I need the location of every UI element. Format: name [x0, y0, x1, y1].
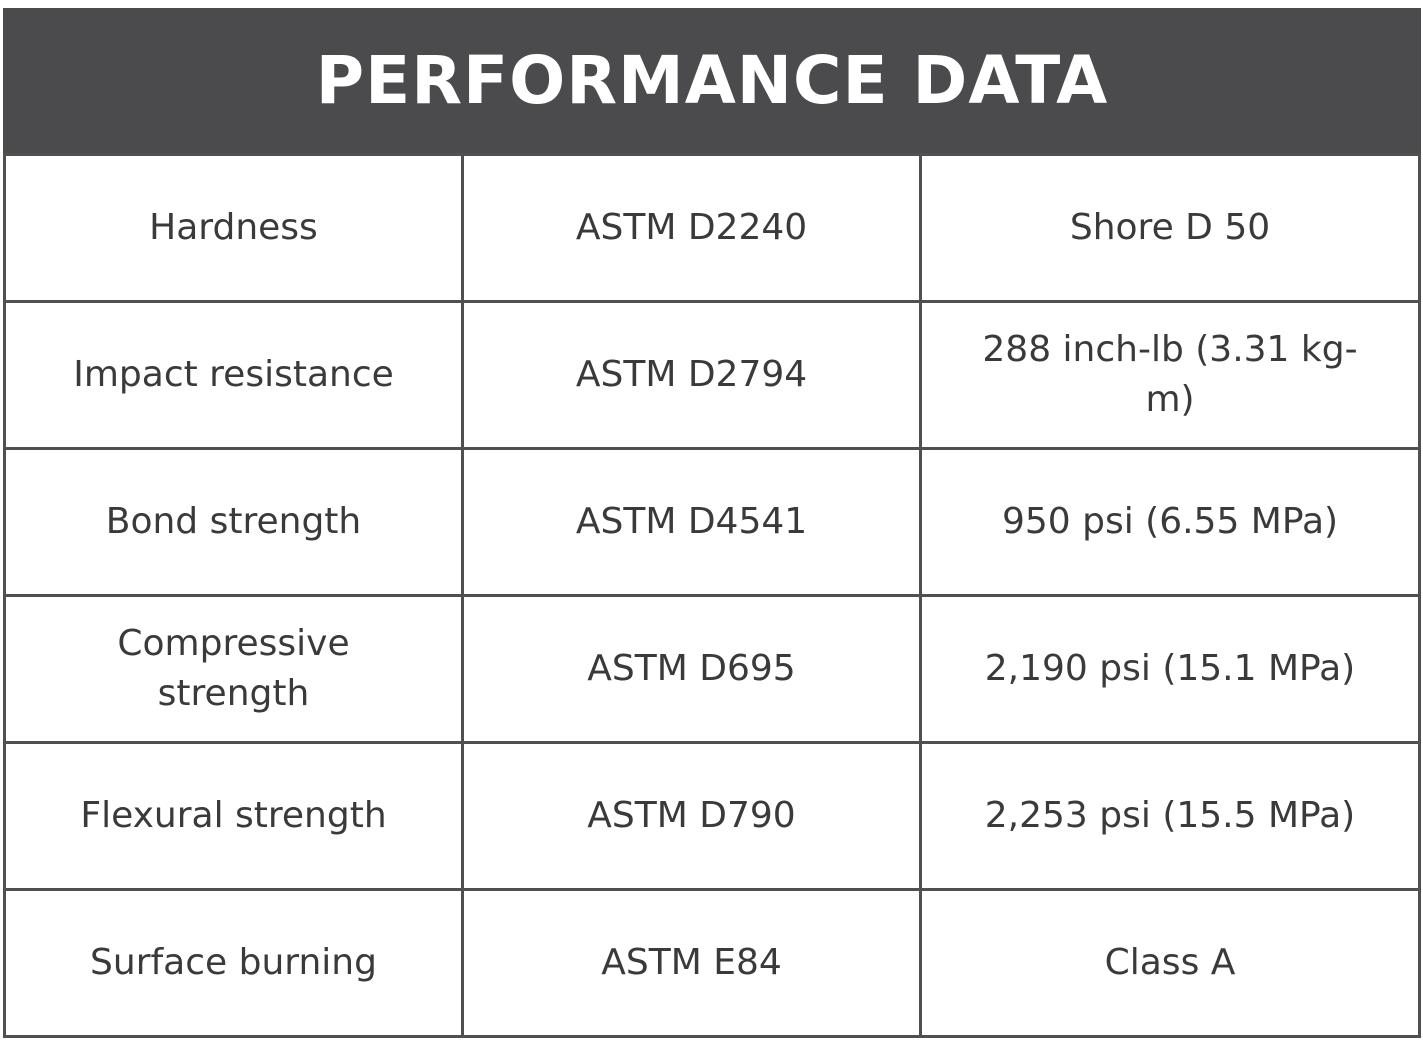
table-cell: Bond strength: [3, 447, 464, 597]
cell-text: ASTM D4541: [575, 500, 808, 542]
cell-text: ASTM D790: [587, 794, 796, 836]
table-cell: ASTM D4541: [461, 447, 922, 597]
cell-text: Class A: [1104, 941, 1236, 983]
table-cell: 2,253 psi (15.5 MPa): [919, 741, 1421, 891]
cell-text: Impact resistance: [73, 353, 394, 395]
cell-text: 2,253 psi (15.5 MPa): [984, 794, 1356, 836]
table-cell: ASTM D2240: [461, 153, 922, 303]
cell-text: ASTM D2240: [575, 206, 808, 248]
table-cell: ASTM E84: [461, 888, 922, 1038]
table-row: Surface burning ASTM E84 Class A: [3, 888, 1421, 1038]
table-title: PERFORMANCE DATA: [3, 8, 1421, 153]
cell-text: Hardness: [149, 206, 318, 248]
cell-text: 2,190 psi (15.1 MPa): [984, 647, 1356, 689]
table-cell: Compressive strength: [3, 594, 464, 744]
table-cell: 950 psi (6.55 MPa): [919, 447, 1421, 597]
table-row: Hardness ASTM D2240 Shore D 50: [3, 153, 1421, 303]
table-row: Compressive strength ASTM D695 2,190 psi (…: [3, 594, 1421, 744]
table-cell: Class A: [919, 888, 1421, 1038]
table-cell: Shore D 50: [919, 153, 1421, 303]
table-row: Flexural strength ASTM D790 2,253 psi (15.…: [3, 741, 1421, 891]
table-cell: 2,190 psi (15.1 MPa): [919, 594, 1421, 744]
cell-text: Bond strength: [105, 500, 362, 542]
cell-text: 950 psi (6.55 MPa): [1001, 500, 1339, 542]
table-cell: Hardness: [3, 153, 464, 303]
performance-table: PERFORMANCE DATA Hardness ASTM D2240 Shore…: [3, 8, 1421, 1038]
data-table: Hardness ASTM D2240 Shore D 50 Impact resis…: [3, 153, 1421, 1038]
table-cell: ASTM D695: [461, 594, 922, 744]
table-row: Bond strength ASTM D4541 950 psi (6.55 MPa…: [3, 447, 1421, 597]
cell-text: Shore D 50: [1069, 206, 1271, 248]
cell-text: 288 inch-lb (3.31 kg-m): [982, 328, 1358, 420]
table-cell: ASTM D790: [461, 741, 922, 891]
cell-text: Surface burning: [90, 941, 377, 983]
cell-text: Flexural strength: [80, 794, 387, 836]
cell-text: ASTM D2794: [575, 353, 808, 395]
table-cell: Impact resistance: [3, 300, 464, 450]
table-cell: Flexural strength: [3, 741, 464, 891]
table-row: Impact resistance ASTM D2794 288 inch-lb (…: [3, 300, 1421, 450]
cell-text: Compressive strength: [117, 622, 350, 714]
table-cell: 288 inch-lb (3.31 kg-m): [919, 300, 1421, 450]
cell-text: ASTM D695: [587, 647, 796, 689]
table-cell: ASTM D2794: [461, 300, 922, 450]
cell-text: ASTM E84: [601, 941, 782, 983]
table-cell: Surface burning: [3, 888, 464, 1038]
